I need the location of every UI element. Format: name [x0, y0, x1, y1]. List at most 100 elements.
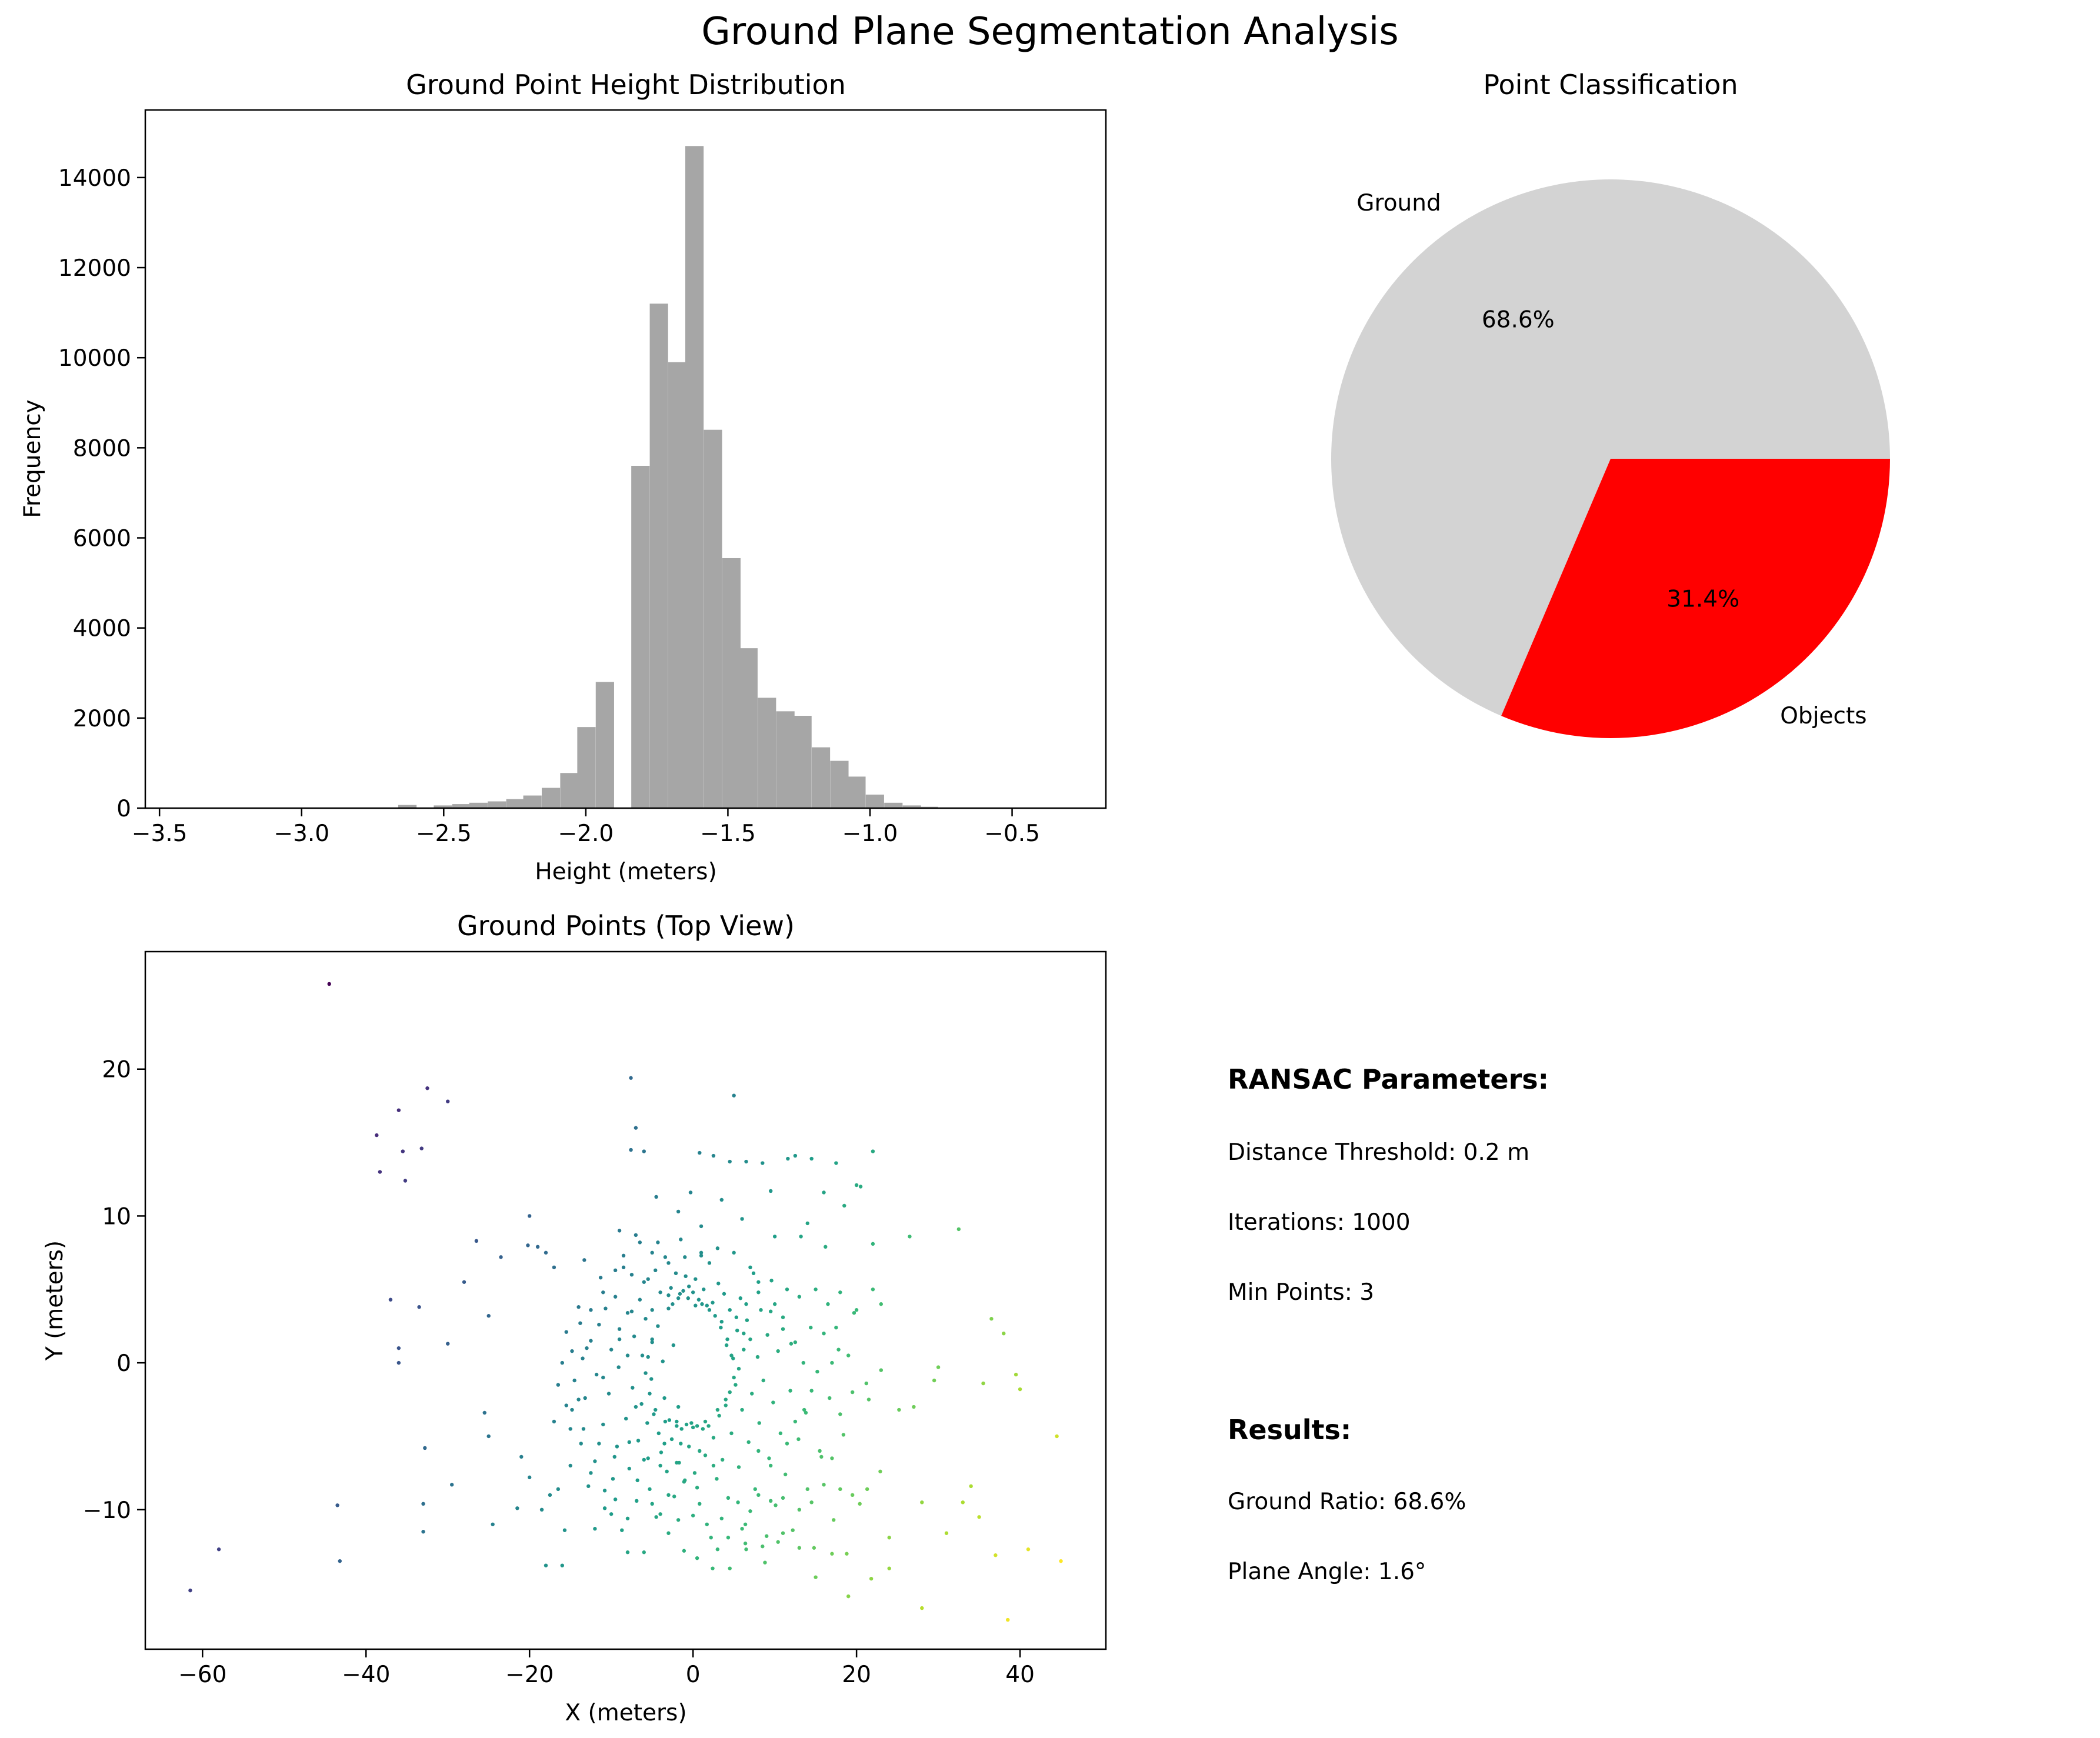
histogram-bar: [650, 303, 668, 808]
scatter-point: [737, 1465, 741, 1469]
scatter-point: [693, 1471, 696, 1475]
scatter-point: [658, 1512, 662, 1516]
scatter-point: [721, 1458, 724, 1462]
scatter-point: [335, 1503, 339, 1507]
scatter-point: [462, 1280, 466, 1284]
scatter-point: [756, 1355, 759, 1359]
scatter-point: [799, 1235, 802, 1238]
distance-threshold-text: Distance Threshold: 0.2 m: [1228, 1139, 1529, 1166]
pie-title: Point Classification: [1483, 69, 1738, 101]
scatter-point: [748, 1337, 752, 1341]
scatter-point: [859, 1185, 862, 1188]
scatter-point: [838, 1487, 842, 1491]
histogram-bar: [469, 803, 488, 808]
scatter-point: [756, 1493, 760, 1497]
scatter-point: [678, 1292, 682, 1296]
scatter-point: [855, 1308, 858, 1312]
scatter-point: [814, 1287, 817, 1291]
scatter-point: [798, 1295, 801, 1299]
scatter-point: [672, 1495, 676, 1498]
scatter-point: [689, 1190, 692, 1194]
scatter-point: [626, 1311, 629, 1315]
scatter-point: [712, 1464, 715, 1467]
scatter-point: [830, 1456, 834, 1460]
scatter-point: [595, 1373, 598, 1376]
scatter-point: [740, 1217, 744, 1220]
scatter-point: [779, 1432, 782, 1435]
scatter-point: [579, 1442, 583, 1445]
scatter-point: [728, 1566, 731, 1570]
scatter-point: [814, 1575, 817, 1579]
scatter-point: [806, 1222, 809, 1225]
scatter-point: [552, 1266, 556, 1269]
histogram-bar: [884, 803, 902, 808]
scatter-point: [635, 1479, 639, 1482]
scatter-point: [789, 1342, 793, 1345]
scatter-point: [711, 1301, 714, 1305]
scatter-point: [624, 1417, 628, 1420]
scatter-point: [614, 1269, 617, 1272]
scatter-point: [570, 1408, 574, 1412]
scatter-point: [630, 1273, 634, 1276]
results-heading: Results:: [1228, 1414, 1351, 1446]
scatter-point: [842, 1433, 845, 1436]
scatter-point: [769, 1189, 772, 1193]
scatter-point: [570, 1349, 574, 1353]
scatter-point: [618, 1229, 621, 1232]
histogram-axes-frame: [145, 110, 1106, 808]
scatter-point: [752, 1272, 755, 1275]
scatter-point: [683, 1255, 686, 1259]
scatter-point: [421, 1530, 425, 1533]
scatter-point: [684, 1275, 687, 1278]
scatter-point: [634, 1126, 638, 1129]
scatter-point: [676, 1518, 680, 1522]
scatter-point: [695, 1486, 699, 1489]
scatter-point: [629, 1148, 632, 1152]
scatter-point: [769, 1499, 772, 1503]
scatter-point: [671, 1302, 674, 1306]
histogram-bar: [812, 748, 830, 808]
scatter-point: [638, 1298, 642, 1302]
scatter-point: [822, 1190, 825, 1194]
scatter-point: [603, 1506, 606, 1510]
scatter-point: [748, 1266, 752, 1269]
scatter-point: [765, 1534, 768, 1538]
scatter-point: [417, 1305, 421, 1309]
scatter-point: [767, 1456, 771, 1460]
scatter-point: [397, 1108, 401, 1112]
scatter-point: [732, 1251, 735, 1255]
scatter-point: [656, 1240, 659, 1244]
scatter-point: [578, 1322, 582, 1325]
scatter-point: [834, 1161, 838, 1165]
scatter-point: [644, 1317, 647, 1320]
scatter-point: [744, 1160, 748, 1163]
scatter-point: [781, 1532, 785, 1535]
scatter-point: [676, 1210, 680, 1213]
scatter-y-ticks: −10 0 10 20: [83, 1057, 145, 1524]
scatter-point: [528, 1214, 531, 1217]
iterations-text: Iterations: 1000: [1228, 1209, 1411, 1236]
scatter-point: [957, 1227, 961, 1231]
scatter-point: [742, 1347, 745, 1351]
scatter-point: [404, 1179, 407, 1182]
scatter-point: [846, 1353, 850, 1357]
scatter-point: [645, 1421, 649, 1425]
scatter-point: [945, 1532, 948, 1535]
scatter-y-tick-label: 0: [116, 1350, 131, 1377]
scatter-point: [683, 1479, 686, 1482]
scatter-point: [716, 1282, 720, 1285]
scatter-point: [561, 1563, 564, 1567]
plane-angle-text: Plane Angle: 1.6°: [1228, 1559, 1426, 1585]
scatter-point: [774, 1503, 777, 1507]
scatter-point: [804, 1411, 808, 1415]
scatter-x-tick-label: 40: [1005, 1662, 1035, 1688]
histogram-bar: [506, 799, 525, 808]
scatter-point: [1002, 1332, 1005, 1335]
scatter-point: [761, 1161, 764, 1165]
scatter-point: [745, 1319, 749, 1322]
scatter-point: [679, 1442, 682, 1445]
scatter-point: [519, 1455, 523, 1459]
histogram-bar: [577, 727, 595, 808]
scatter-point: [897, 1408, 901, 1412]
